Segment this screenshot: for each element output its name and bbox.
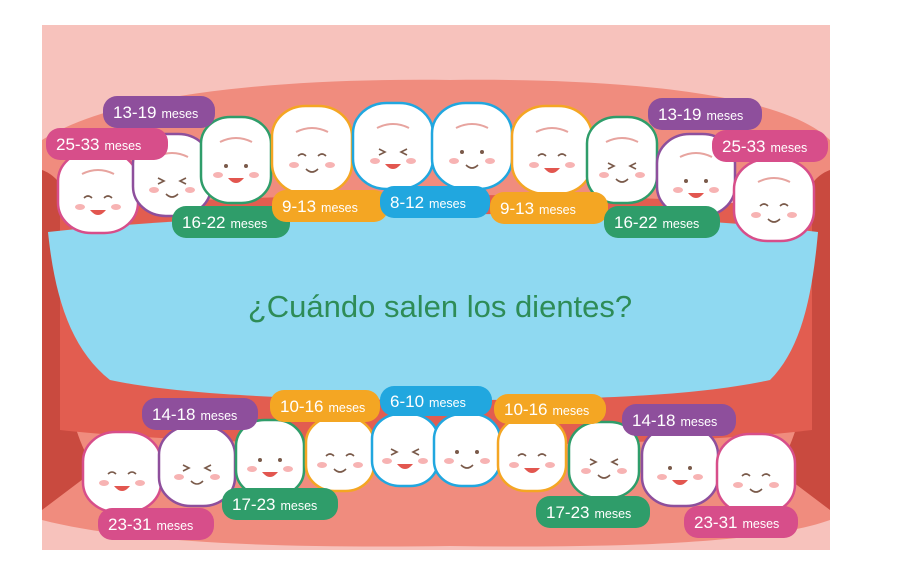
lower-tooth	[432, 412, 502, 488]
age-label: 25-33 meses	[712, 130, 828, 162]
age-unit: meses	[680, 415, 717, 429]
throat-right	[777, 170, 830, 510]
age-label: 10-16 meses	[494, 394, 606, 424]
age-unit: meses	[230, 217, 267, 231]
lower-tooth	[496, 415, 568, 493]
upper-tooth	[585, 115, 659, 205]
upper-tooth	[510, 104, 594, 196]
lower-tooth	[640, 424, 720, 508]
age-range-text: 16-22 meses	[182, 213, 267, 232]
age-range-value: 17-23	[546, 503, 589, 522]
age-unit: meses	[539, 203, 576, 217]
age-unit: meses	[321, 201, 358, 215]
age-unit: meses	[742, 517, 779, 531]
age-range-value: 9-13	[282, 197, 316, 216]
age-label: 9-13 meses	[272, 190, 388, 222]
age-unit: meses	[594, 507, 631, 521]
age-range-value: 16-22	[182, 213, 225, 232]
age-label: 13-19 meses	[648, 98, 762, 130]
age-label: 13-19 meses	[103, 96, 215, 128]
age-range-value: 10-16	[280, 397, 323, 416]
age-unit: meses	[156, 519, 193, 533]
age-unit: meses	[770, 141, 807, 155]
age-label: 9-13 meses	[490, 192, 608, 224]
age-range-text: 16-22 meses	[614, 213, 699, 232]
lower-tooth	[234, 418, 306, 498]
age-range-value: 25-33	[722, 137, 765, 156]
age-range-text: 13-19 meses	[658, 105, 743, 124]
age-unit: meses	[706, 109, 743, 123]
age-range-text: 13-19 meses	[113, 103, 198, 122]
age-range-value: 25-33	[56, 135, 99, 154]
age-label: 14-18 meses	[142, 398, 258, 430]
age-range-value: 10-16	[504, 400, 547, 419]
lower-tooth	[715, 432, 797, 516]
lower-tooth	[370, 412, 440, 488]
age-range-text: 10-16 meses	[280, 397, 365, 416]
age-range-value: 8-12	[390, 193, 424, 212]
age-label: 17-23 meses	[536, 496, 650, 528]
age-unit: meses	[328, 401, 365, 415]
age-range-text: 23-31 meses	[108, 515, 193, 534]
age-range-value: 9-13	[500, 199, 534, 218]
upper-tooth	[430, 101, 514, 191]
age-range-text: 14-18 meses	[632, 411, 717, 430]
upper-tooth	[56, 149, 140, 235]
age-range-text: 8-12 meses	[390, 193, 466, 212]
age-unit: meses	[161, 107, 198, 121]
lower-tooth	[81, 430, 163, 514]
age-range-text: 25-33 meses	[722, 137, 807, 156]
age-range-text: 17-23 meses	[546, 503, 631, 522]
age-range-text: 17-23 meses	[232, 495, 317, 514]
age-unit: meses	[662, 217, 699, 231]
age-unit: meses	[429, 396, 466, 410]
age-range-value: 16-22	[614, 213, 657, 232]
age-range-value: 23-31	[108, 515, 151, 534]
upper-tooth	[732, 157, 816, 243]
age-label: 23-31 meses	[684, 506, 798, 538]
lower-teeth-row	[81, 412, 797, 516]
age-label: 16-22 meses	[172, 206, 290, 238]
age-unit: meses	[104, 139, 141, 153]
lower-tooth	[304, 415, 376, 493]
age-range-text: 9-13 meses	[500, 199, 576, 218]
age-range-value: 13-19	[658, 105, 701, 124]
age-unit: meses	[429, 197, 466, 211]
age-range-text: 6-10 meses	[390, 392, 466, 411]
upper-teeth-row	[56, 101, 816, 243]
age-unit: meses	[280, 499, 317, 513]
age-range-text: 9-13 meses	[282, 197, 358, 216]
age-label: 16-22 meses	[604, 206, 720, 238]
tongue	[48, 214, 818, 400]
upper-tooth	[270, 104, 354, 196]
age-label: 8-12 meses	[380, 186, 490, 218]
age-range-value: 6-10	[390, 392, 424, 411]
age-label: 14-18 meses	[622, 404, 736, 436]
page-title: ¿Cuándo salen los dientes?	[248, 289, 632, 324]
age-range-text: 25-33 meses	[56, 135, 141, 154]
age-range-value: 14-18	[152, 405, 195, 424]
age-range-text: 14-18 meses	[152, 405, 237, 424]
age-unit: meses	[200, 409, 237, 423]
age-range-text: 10-16 meses	[504, 400, 589, 419]
age-range-value: 14-18	[632, 411, 675, 430]
age-label: 10-16 meses	[270, 390, 380, 422]
age-label: 17-23 meses	[222, 488, 338, 520]
upper-tooth	[351, 101, 435, 191]
age-unit: meses	[552, 404, 589, 418]
lower-tooth	[157, 424, 237, 508]
age-label: 25-33 meses	[46, 128, 168, 160]
age-range-text: 23-31 meses	[694, 513, 779, 532]
age-range-value: 13-19	[113, 103, 156, 122]
age-range-value: 23-31	[694, 513, 737, 532]
age-range-value: 17-23	[232, 495, 275, 514]
upper-tooth	[199, 115, 273, 205]
age-label: 6-10 meses	[380, 386, 492, 416]
age-label: 23-31 meses	[98, 508, 214, 540]
